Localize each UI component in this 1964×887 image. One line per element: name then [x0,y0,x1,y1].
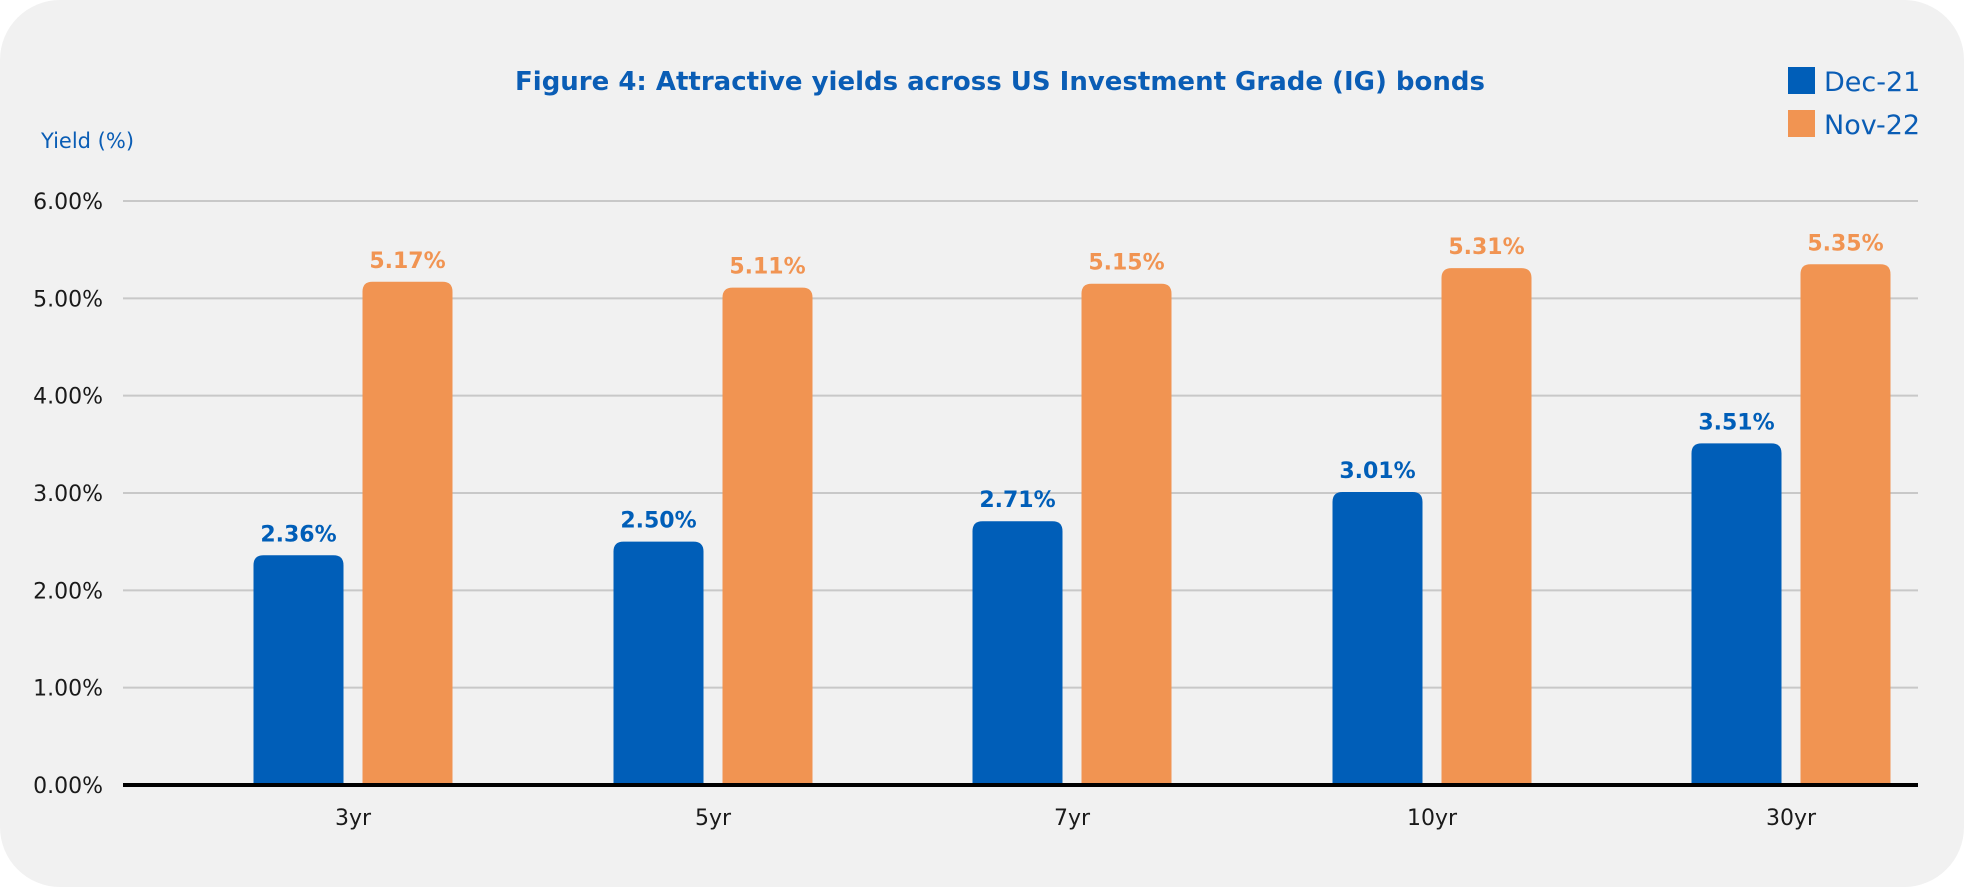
y-tick-label: 3.00% [33,482,103,507]
value-label: 5.17% [369,249,445,274]
value-label: 5.35% [1807,231,1883,256]
legend-swatch [1788,110,1815,137]
x-axis-ticks: 3yr 5yr 7yr 10yr 30yr [335,806,1817,831]
value-label: 3.51% [1698,410,1774,435]
value-labels: 2.36% 5.17% 2.50% 5.11% 2.71% 5.15% 3.01% 5.31%… [260,231,1883,547]
value-label: 2.36% [260,522,336,547]
bar-nov-22-3yr [362,281,453,785]
x-tick-label: 3yr [335,806,372,831]
bar-dec-21-5yr [613,541,704,785]
value-label: 2.71% [979,488,1055,513]
x-tick-label: 7yr [1054,806,1091,831]
y-tick-label: 6.00% [33,190,103,215]
bar-nov-22-10yr [1441,268,1532,785]
bar-nov-22-5yr [722,287,813,785]
x-tick-label: 5yr [695,806,732,831]
legend-swatch [1788,67,1815,94]
bar-dec-21-10yr [1332,492,1423,785]
y-tick-label: 5.00% [33,287,103,312]
legend-label: Dec-21 [1824,67,1920,98]
bar-nov-22-30yr [1800,264,1891,785]
bar-dec-21-3yr [253,555,344,785]
y-tick-label: 2.00% [33,579,103,604]
legend: Dec-21 Nov-22 [1788,67,1920,141]
value-label: 5.31% [1448,235,1524,260]
y-tick-label: 0.00% [33,774,103,799]
value-label: 3.01% [1339,459,1415,484]
y-tick-label: 1.00% [33,677,103,702]
bar-nov-22-7yr [1081,283,1172,785]
bar-dec-21-7yr [972,521,1063,785]
value-label: 2.50% [620,509,696,534]
chart-title: Figure 4: Attractive yields across US In… [515,67,1485,97]
value-label: 5.11% [729,255,805,280]
value-label: 5.15% [1088,251,1164,276]
y-axis-label: Yield (%) [40,129,134,153]
bars [253,264,1891,785]
x-tick-label: 10yr [1407,806,1458,831]
y-axis-ticks: 0.00% 1.00% 2.00% 3.00% 4.00% 5.00% 6.00% [33,190,103,799]
legend-label: Nov-22 [1824,110,1920,141]
bar-dec-21-30yr [1691,443,1782,785]
y-tick-label: 4.00% [33,385,103,410]
x-tick-label: 30yr [1766,806,1817,831]
